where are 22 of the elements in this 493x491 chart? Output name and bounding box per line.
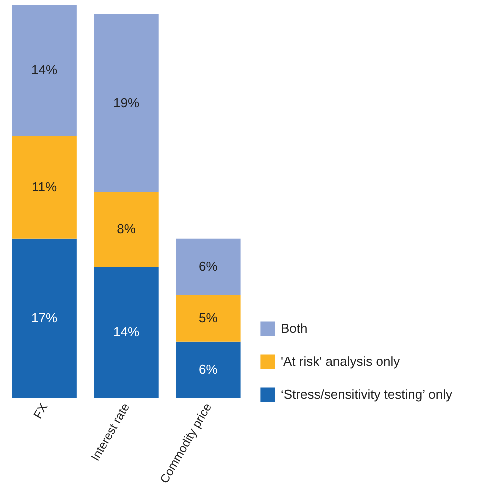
legend-label: Both: [281, 321, 308, 336]
data-label: 11%: [32, 179, 58, 194]
bar: [176, 238, 241, 296]
bar: [176, 295, 241, 342]
x-tick-label: FX: [30, 401, 51, 422]
data-label: 14%: [32, 62, 58, 78]
data-label: 19%: [113, 95, 140, 110]
bar: [12, 238, 77, 398]
data-label: 8%: [117, 222, 136, 237]
legend-label: ‘Stress/sensitivity testing’ only: [281, 387, 453, 402]
bar: [94, 192, 159, 267]
data-label: 6%: [199, 362, 218, 377]
data-label: 17%: [32, 310, 58, 326]
legend-label: 'At risk' analysis only: [281, 354, 401, 369]
bar: [12, 136, 77, 239]
bar: [94, 14, 159, 192]
bar: [12, 5, 77, 136]
bar: [94, 267, 159, 398]
data-label: 5%: [199, 310, 218, 326]
data-label: 6%: [199, 259, 218, 274]
data-label: 14%: [113, 324, 140, 340]
bar: [176, 342, 241, 398]
